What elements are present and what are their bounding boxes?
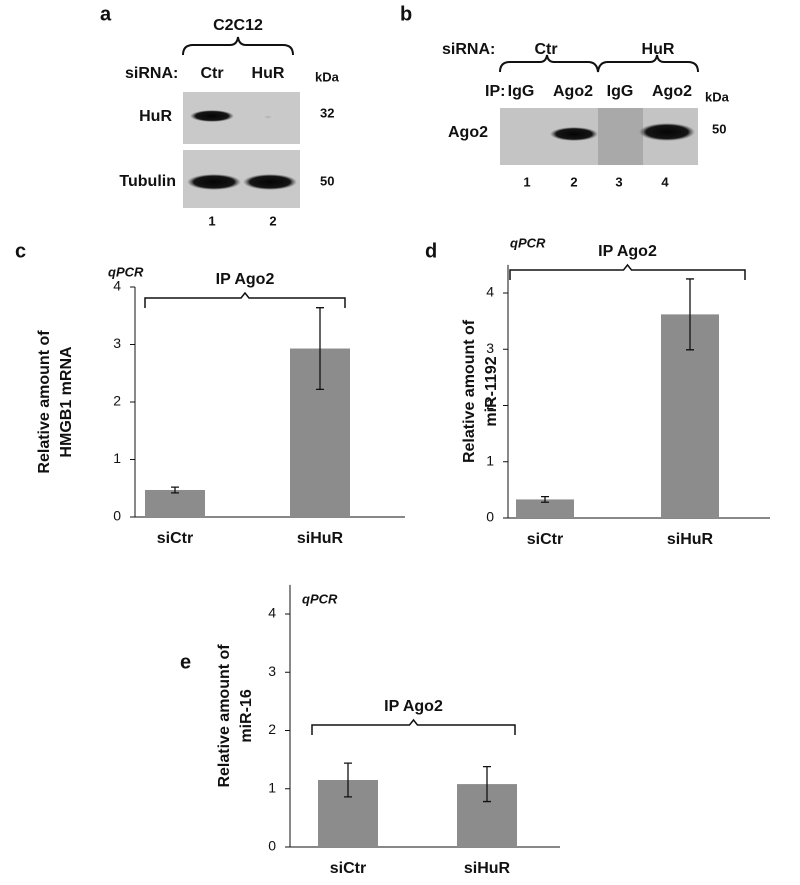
panel-label: a	[100, 3, 112, 25]
chart-panel: e qPCR IP Ago2 Relative amount of miR-16 0 1 2 3…	[180, 584, 560, 877]
error-bar	[483, 765, 491, 803]
y-axis-label: HMGB1 mRNA	[58, 346, 75, 458]
x-tick-label: siCtr	[157, 530, 193, 547]
y-tick-label: 3	[268, 663, 276, 679]
blot-band	[243, 174, 297, 190]
bracket-label: IP Ago2	[216, 271, 275, 288]
lane-sirna: Ctr	[200, 65, 223, 82]
y-axis-label: Relative amount of	[461, 319, 478, 463]
lane-number: 1	[208, 213, 215, 228]
panel-label: b	[400, 3, 412, 25]
bracket	[311, 718, 516, 735]
y-axis-label: Relative amount of	[36, 330, 53, 474]
kda-value: 50	[320, 173, 334, 188]
y-tick-label: 0	[486, 509, 494, 525]
y-axis-label: miR-1192	[483, 356, 500, 426]
row-label: Tubulin	[119, 173, 176, 190]
bracket	[499, 54, 699, 73]
x-tick-label: siCtr	[527, 531, 563, 548]
cell-line: C2C12	[213, 17, 263, 34]
blot-band	[550, 127, 598, 141]
bar	[145, 489, 205, 517]
kda-label: kDa	[705, 89, 730, 104]
group-sirna: Ctr	[534, 41, 557, 58]
y-tick-label: 0	[268, 838, 276, 854]
y-tick-label: 2	[486, 396, 494, 412]
annotation: qPCR	[510, 235, 546, 250]
bar	[516, 499, 574, 518]
y-tick-label: 2	[113, 393, 121, 409]
x-tick-label: siCtr	[330, 860, 366, 877]
error-bar	[541, 495, 549, 503]
lane-number: 1	[523, 174, 530, 189]
blot-membrane	[598, 108, 643, 165]
error-bar	[686, 278, 694, 351]
bracket	[509, 263, 746, 280]
lane-ip: IgG	[508, 83, 535, 100]
bracket-label: IP Ago2	[598, 243, 657, 260]
group-sirna: HuR	[642, 41, 675, 58]
row-label: Ago2	[448, 124, 488, 141]
sirna-label: siRNA:	[125, 65, 178, 82]
y-tick-label: 1	[268, 779, 276, 795]
x-tick-label: siHuR	[464, 860, 511, 877]
lane-sirna: HuR	[252, 65, 285, 82]
panel-label: d	[425, 240, 437, 262]
y-axis-label: Relative amount of	[216, 644, 233, 788]
y-axis-label: miR-16	[238, 689, 255, 742]
error-bar	[171, 486, 179, 494]
lane-ip: Ago2	[652, 83, 692, 100]
error-bar	[344, 762, 352, 798]
bracket	[182, 36, 294, 56]
blot-panel-a: a C2C12 siRNA: Ctr HuR kDa HuR 32 Tubuli…	[100, 3, 340, 228]
bracket-label: IP Ago2	[384, 698, 443, 715]
y-tick-label: 4	[268, 605, 276, 621]
y-tick-label: 3	[486, 340, 494, 356]
lane-number: 4	[661, 174, 669, 189]
blot-panel-b: b siRNA: Ctr HuR IP: IgG Ago2 IgG Ago2 k…	[400, 3, 730, 189]
lane-ip: Ago2	[553, 83, 593, 100]
lane-ip: IgG	[607, 83, 634, 100]
panel-label: e	[180, 651, 191, 673]
blot-band	[190, 110, 234, 122]
y-tick-label: 3	[113, 335, 121, 351]
chart-panel: d qPCR IP Ago2 Relative amount of miR-1192 0 1…	[425, 235, 770, 548]
y-tick-label: 1	[113, 450, 121, 466]
row-label: HuR	[139, 108, 172, 125]
lane-number: 3	[615, 174, 622, 189]
bracket	[144, 291, 346, 308]
error-bar	[316, 307, 324, 390]
y-tick-label: 2	[268, 721, 276, 737]
y-tick-label: 4	[113, 278, 121, 294]
y-tick-label: 0	[113, 508, 121, 524]
x-tick-label: siHuR	[297, 530, 344, 547]
lane-number: 2	[269, 213, 276, 228]
blot-band	[639, 123, 695, 141]
sirna-label: siRNA:	[442, 41, 495, 58]
kda-label: kDa	[315, 69, 340, 84]
annotation: qPCR	[108, 264, 144, 279]
x-tick-label: siHuR	[667, 531, 714, 548]
lane-number: 2	[570, 174, 577, 189]
chart-panel: c qPCR IP Ago2 Relative amount of HMGB1 mRNA…	[15, 240, 405, 547]
panel-label: c	[15, 240, 26, 262]
y-tick-label: 4	[486, 284, 494, 300]
blot-band	[260, 114, 276, 120]
ip-label: IP:	[485, 83, 505, 100]
kda-value: 50	[712, 121, 726, 136]
kda-value: 32	[320, 105, 334, 120]
y-tick-label: 1	[486, 452, 494, 468]
blot-band	[187, 174, 241, 190]
annotation: qPCR	[302, 591, 338, 606]
